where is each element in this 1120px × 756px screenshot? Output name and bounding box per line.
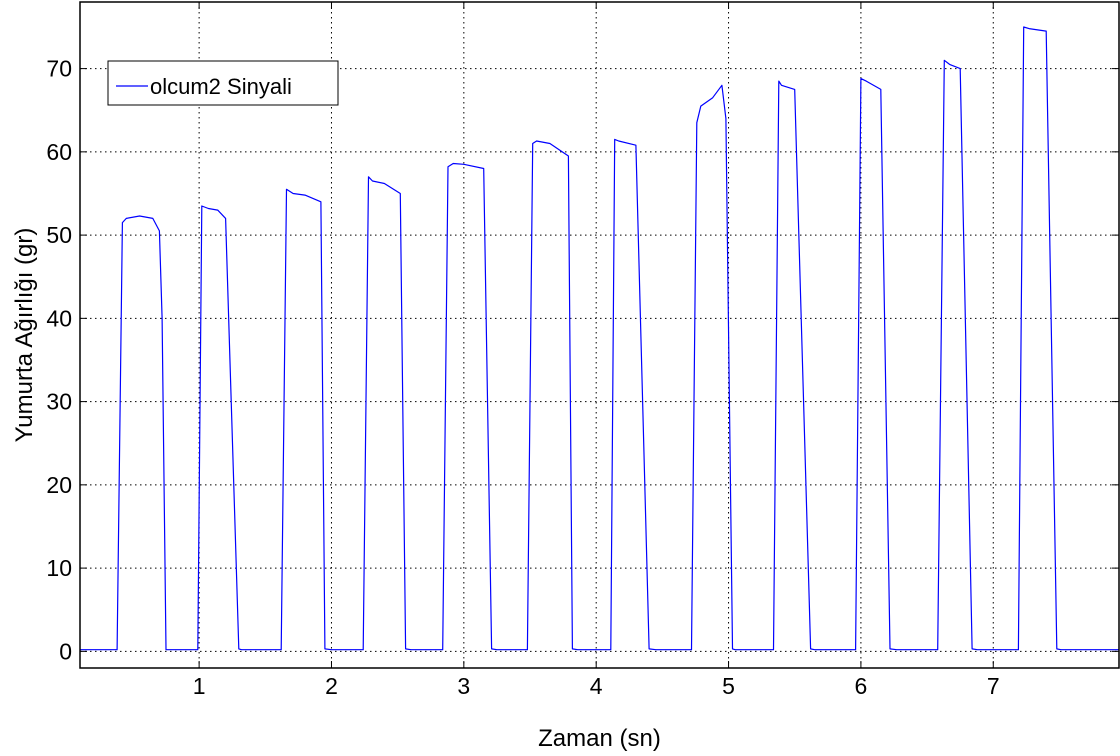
y-tick-label: 40 [46, 305, 72, 331]
series-line [80, 26, 1119, 651]
grid [80, 2, 1119, 668]
legend-label: olcum2 Sinyali [150, 74, 292, 99]
x-tick-label: 1 [193, 673, 206, 699]
y-tick-label: 50 [46, 222, 72, 248]
plot-frame [79, 1, 1120, 669]
y-tick-label: 30 [46, 389, 72, 415]
y-tick-label: 10 [46, 555, 72, 581]
x-tick-label: 4 [590, 673, 603, 699]
legend-box [107, 60, 339, 106]
y-tick-label: 20 [46, 472, 72, 498]
series [80, 26, 1119, 651]
legend: olcum2 Sinyali [107, 60, 339, 106]
y-tick-label: 0 [59, 638, 72, 664]
x-tick-label: 7 [987, 673, 1000, 699]
y-axis-label: Yumurta Ağırlığı (gr) [11, 228, 38, 443]
y-tick-label: 70 [46, 56, 72, 82]
x-tick-label: 2 [325, 673, 338, 699]
x-tick-label: 6 [855, 673, 868, 699]
y-tick-label: 60 [46, 139, 72, 165]
x-tick-label: 3 [457, 673, 470, 699]
x-tick-label: 5 [722, 673, 735, 699]
x-axis-label: Zaman (sn) [538, 725, 661, 752]
